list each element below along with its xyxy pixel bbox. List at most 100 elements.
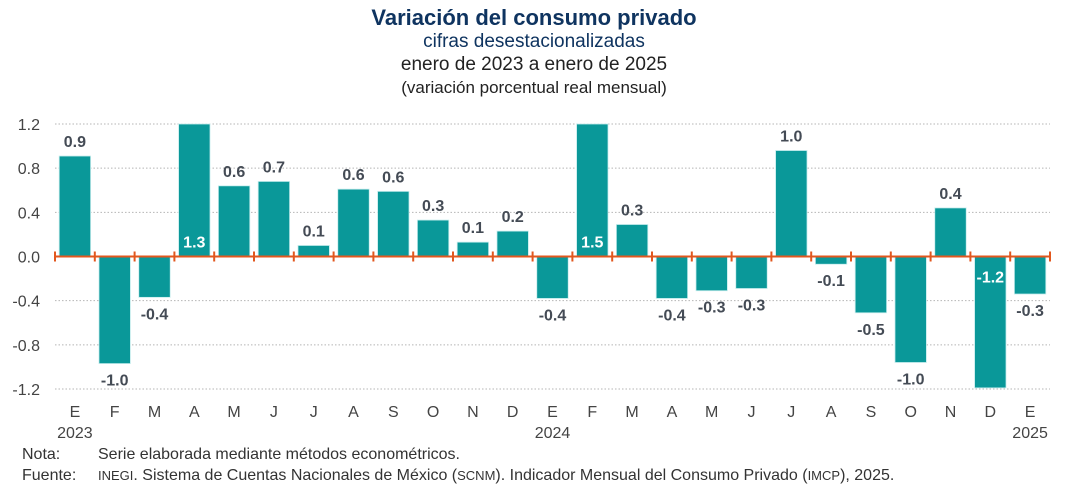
data-label: 1.5 (581, 235, 603, 252)
chart-units: (variación porcentual real mensual) (401, 78, 667, 97)
note-text: Serie elaborada mediante métodos economé… (98, 446, 460, 463)
x-tick-label: S (866, 404, 877, 421)
x-tick-label: F (587, 404, 597, 421)
x-tick-label: E (547, 404, 558, 421)
x-tick-label: J (748, 404, 756, 421)
x-tick-label: A (667, 404, 678, 421)
bar (496, 230, 529, 257)
bar (775, 150, 808, 257)
year-label: 2023 (57, 425, 93, 442)
bar (576, 123, 609, 257)
x-tick-label: M (705, 404, 718, 421)
x-tick-label: D (985, 404, 997, 421)
bar (337, 188, 370, 257)
x-tick-label: O (427, 404, 439, 421)
data-label: 0.7 (263, 159, 285, 176)
zero-axis (54, 251, 1051, 262)
bar (456, 241, 490, 257)
gridlines (55, 123, 1050, 390)
bar (416, 219, 450, 257)
data-label: 0.1 (303, 223, 325, 240)
source-inegi: INEGI (98, 468, 134, 483)
data-label: -1.0 (101, 373, 129, 390)
data-label: -0.5 (857, 322, 885, 339)
year-label: 2025 (1012, 425, 1048, 442)
y-tick-label: 0.4 (18, 205, 40, 222)
bar (615, 224, 649, 257)
data-label: -0.3 (738, 298, 766, 315)
chart-subtitle: cifras desestacionalizadas (423, 31, 645, 52)
bar (257, 181, 291, 257)
source-row: Fuente: INEGI. Sistema de Cuentas Nacion… (22, 465, 894, 486)
bar (297, 245, 330, 257)
x-tick-label: A (826, 404, 837, 421)
bar (217, 185, 251, 257)
note-row: Nota: Serie elaborada mediante métodos e… (22, 444, 894, 465)
x-tick-label: J (787, 404, 795, 421)
y-tick-label: 1.2 (18, 117, 40, 134)
bar (894, 256, 927, 363)
bar (934, 207, 967, 257)
bar (58, 155, 92, 257)
data-label: 1.0 (780, 129, 802, 146)
y-tick-label: 0.8 (18, 161, 40, 178)
source-part: . Sistema de Cuentas Nacionales de Méxic… (133, 467, 458, 484)
bar (138, 256, 171, 298)
y-tick-label: -0.4 (12, 294, 40, 311)
y-tick-label: -0.8 (12, 338, 40, 355)
x-tick-label: J (310, 404, 318, 421)
chart-period: enero de 2023 a enero de 2025 (400, 54, 668, 75)
x-axis-ticks: E F M A M J J A S O N D E F M A M J J A S O N D E 2023 2024 2025 (57, 404, 1048, 442)
x-tick-label: M (148, 404, 161, 421)
bar (854, 256, 888, 314)
x-tick-label: F (110, 404, 120, 421)
source-part: ). Indicador Mensual del Consumo Privado… (495, 467, 808, 484)
data-label: 0.1 (462, 220, 484, 237)
source-scnm: SCNM (457, 468, 496, 483)
data-label: -0.3 (1016, 303, 1044, 320)
bar (536, 256, 569, 299)
bar (98, 256, 131, 365)
data-label: 0.4 (939, 186, 961, 203)
data-label: -0.3 (698, 300, 726, 317)
source-text: INEGI. Sistema de Cuentas Nacionales de … (98, 465, 894, 486)
bar (814, 256, 848, 265)
bar (178, 123, 211, 257)
bar (695, 256, 728, 292)
y-axis-ticks: 1.2 0.8 0.4 0.0 -0.4 -0.8 -1.2 (12, 117, 40, 399)
data-label: 0.6 (382, 169, 404, 186)
bar (735, 256, 768, 289)
data-label: 0.3 (422, 198, 444, 215)
bar (1013, 256, 1047, 295)
x-tick-label: E (70, 404, 81, 421)
source-imcp: IMCP (807, 468, 841, 483)
x-tick-label: A (348, 404, 359, 421)
y-tick-label: -1.2 (12, 382, 40, 399)
data-label: -1.2 (977, 270, 1005, 287)
bar (655, 256, 689, 299)
data-label: 0.3 (621, 202, 643, 219)
bar (377, 190, 410, 257)
data-label: 0.6 (223, 164, 245, 181)
note-label: Nota: (22, 446, 61, 463)
y-tick-label: 0.0 (18, 250, 40, 267)
x-tick-label: S (388, 404, 399, 421)
data-label: 0.9 (64, 134, 86, 151)
x-tick-label: N (467, 404, 479, 421)
data-label: 1.3 (183, 235, 205, 252)
source-part: ), 2025. (840, 467, 895, 484)
data-label: -0.4 (539, 307, 567, 324)
x-tick-label: D (507, 404, 519, 421)
year-label: 2024 (535, 425, 571, 442)
x-tick-label: O (904, 404, 916, 421)
x-tick-label: J (270, 404, 278, 421)
x-tick-label: N (945, 404, 957, 421)
x-tick-label: M (227, 404, 240, 421)
chart-title: Variación del consumo privado (371, 5, 697, 30)
x-tick-label: E (1025, 404, 1036, 421)
x-tick-label: A (189, 404, 200, 421)
data-label: 0.6 (342, 167, 364, 184)
source-label: Fuente: (22, 467, 77, 484)
bars (58, 123, 1047, 389)
